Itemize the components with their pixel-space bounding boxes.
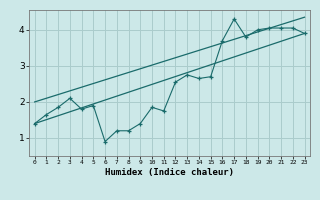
X-axis label: Humidex (Indice chaleur): Humidex (Indice chaleur)	[105, 168, 234, 177]
